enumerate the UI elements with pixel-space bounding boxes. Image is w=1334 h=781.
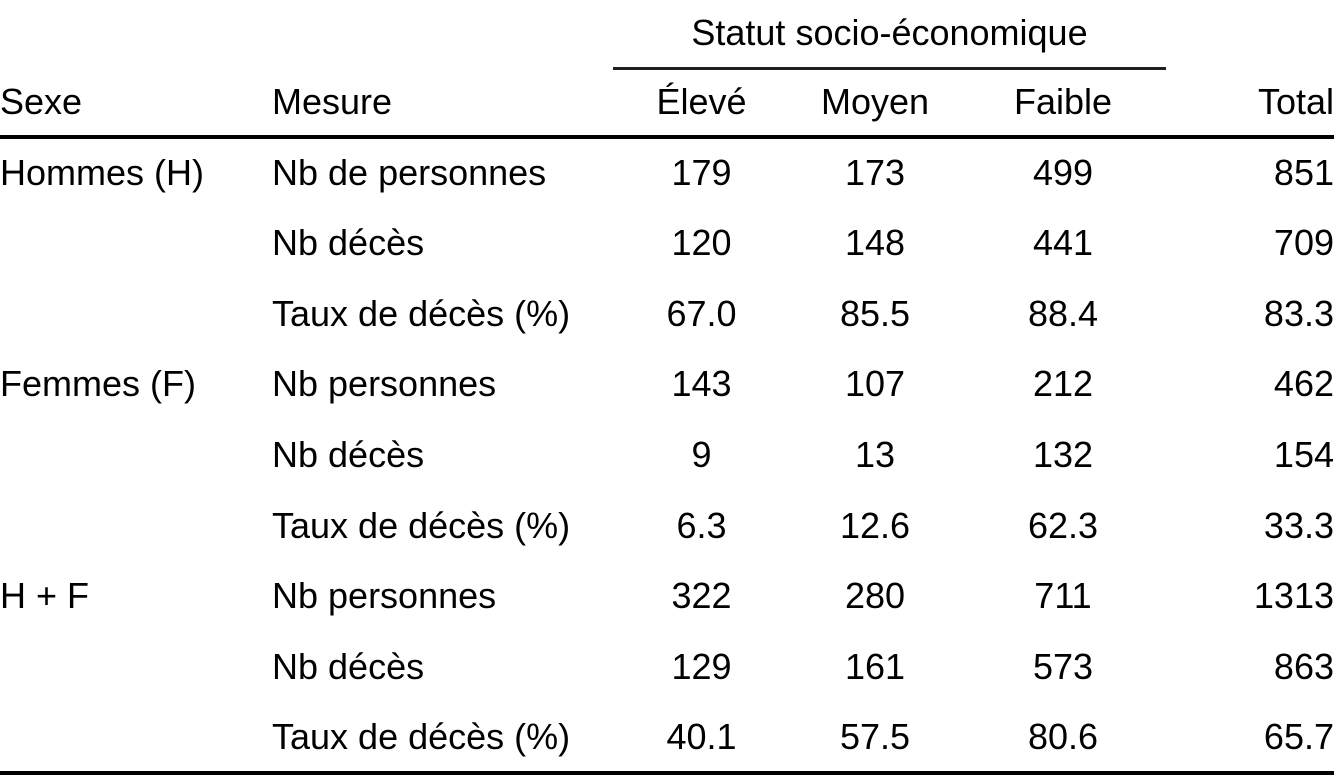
spanner-header: Statut socio-économique xyxy=(613,0,1166,70)
cell-faible: 711 xyxy=(1034,575,1092,617)
cell-total: 83.3 xyxy=(1263,292,1334,334)
col-header-moyen: Moyen xyxy=(790,68,960,139)
table-row: Nb décès 9 13 132 154 xyxy=(0,420,1334,491)
table-row: H + F Nb personnes 322 280 711 1313 xyxy=(0,561,1334,632)
table-row: Nb décès 129 161 573 863 xyxy=(0,632,1334,703)
cell-eleve: 179 xyxy=(671,152,732,194)
col-header-faible: Faible xyxy=(960,68,1166,139)
cell-eleve: 9 xyxy=(691,434,712,476)
cell-total: 851 xyxy=(1273,152,1334,194)
cell-mesure: Nb de personnes xyxy=(272,152,547,194)
cell-eleve: 129 xyxy=(671,646,732,688)
cell-sexe xyxy=(0,702,272,776)
cell-mesure: Nb décès xyxy=(272,646,425,688)
cell-total: 33.3 xyxy=(1263,504,1334,546)
cell-eleve: 322 xyxy=(671,575,732,617)
cell-mesure: Nb personnes xyxy=(272,363,497,405)
cell-moyen: 161 xyxy=(844,646,906,688)
col-header-mesure: Mesure xyxy=(272,68,613,139)
cell-moyen: 107 xyxy=(844,363,906,405)
cell-faible: 62.3 xyxy=(1027,504,1099,546)
cell-eleve: 6.3 xyxy=(676,504,727,546)
cell-moyen: 173 xyxy=(844,152,906,194)
cell-sexe: H + F xyxy=(0,575,90,617)
table-row: Taux de décès (%) 40.1 57.5 80.6 65.7 xyxy=(0,702,1334,776)
cell-sexe xyxy=(0,278,272,349)
cell-faible: 499 xyxy=(1032,152,1094,194)
cell-total: 1313 xyxy=(1253,575,1334,617)
table-row: Taux de décès (%) 6.3 12.6 62.3 33.3 xyxy=(0,490,1334,561)
cell-mesure: Taux de décès (%) xyxy=(272,292,571,334)
cell-faible: 441 xyxy=(1032,222,1094,264)
cell-total: 462 xyxy=(1273,363,1334,405)
spacer-cell xyxy=(0,0,272,68)
cell-faible: 132 xyxy=(1032,434,1094,476)
spacer-cell xyxy=(1166,0,1334,68)
cell-moyen: 85.5 xyxy=(839,292,911,334)
cell-moyen: 12.6 xyxy=(839,504,911,546)
cell-mesure: Nb décès xyxy=(272,434,425,476)
column-header-row: Sexe Mesure Élevé Moyen Faible Total xyxy=(0,68,1334,139)
cell-eleve: 67.0 xyxy=(666,292,737,334)
cell-faible: 88.4 xyxy=(1027,292,1099,334)
col-header-sexe: Sexe xyxy=(0,68,272,139)
table-row: Femmes (F) Nb personnes 143 107 212 462 xyxy=(0,349,1334,420)
cell-moyen: 13 xyxy=(854,434,896,476)
spacer-cell xyxy=(272,0,613,68)
cell-total: 154 xyxy=(1273,434,1334,476)
table-row: Hommes (H) Nb de personnes 179 173 499 8… xyxy=(0,137,1334,208)
cell-total: 709 xyxy=(1273,222,1334,264)
cell-faible: 80.6 xyxy=(960,702,1166,776)
cell-mesure: Nb décès xyxy=(272,222,425,264)
cell-eleve: 120 xyxy=(671,222,732,264)
cell-mesure: Nb personnes xyxy=(272,575,497,617)
col-header-total: Total xyxy=(1166,68,1334,139)
cell-sexe xyxy=(0,420,272,491)
cell-sexe: Femmes (F) xyxy=(0,363,196,405)
cell-sexe xyxy=(0,490,272,561)
cell-mesure: Taux de décès (%) xyxy=(272,504,571,546)
cell-sexe: Hommes (H) xyxy=(0,152,204,194)
table-row: Taux de décès (%) 67.0 85.5 88.4 83.3 xyxy=(0,278,1334,349)
cell-faible: 212 xyxy=(1032,363,1094,405)
spanner-row: Statut socio-économique xyxy=(0,0,1334,70)
col-header-eleve: Élevé xyxy=(613,68,790,139)
cell-moyen: 148 xyxy=(844,222,906,264)
cell-eleve: 143 xyxy=(671,363,732,405)
cell-faible: 573 xyxy=(1032,646,1094,688)
cell-sexe xyxy=(0,208,272,279)
cell-total: 863 xyxy=(1273,646,1334,688)
cell-eleve: 40.1 xyxy=(613,702,790,776)
cell-total: 65.7 xyxy=(1166,702,1334,776)
cell-moyen: 57.5 xyxy=(790,702,960,776)
cell-sexe xyxy=(0,632,272,703)
cell-moyen: 280 xyxy=(844,575,906,617)
table-row: Nb décès 120 148 441 709 xyxy=(0,208,1334,279)
cell-mesure: Taux de décès (%) xyxy=(272,702,613,776)
